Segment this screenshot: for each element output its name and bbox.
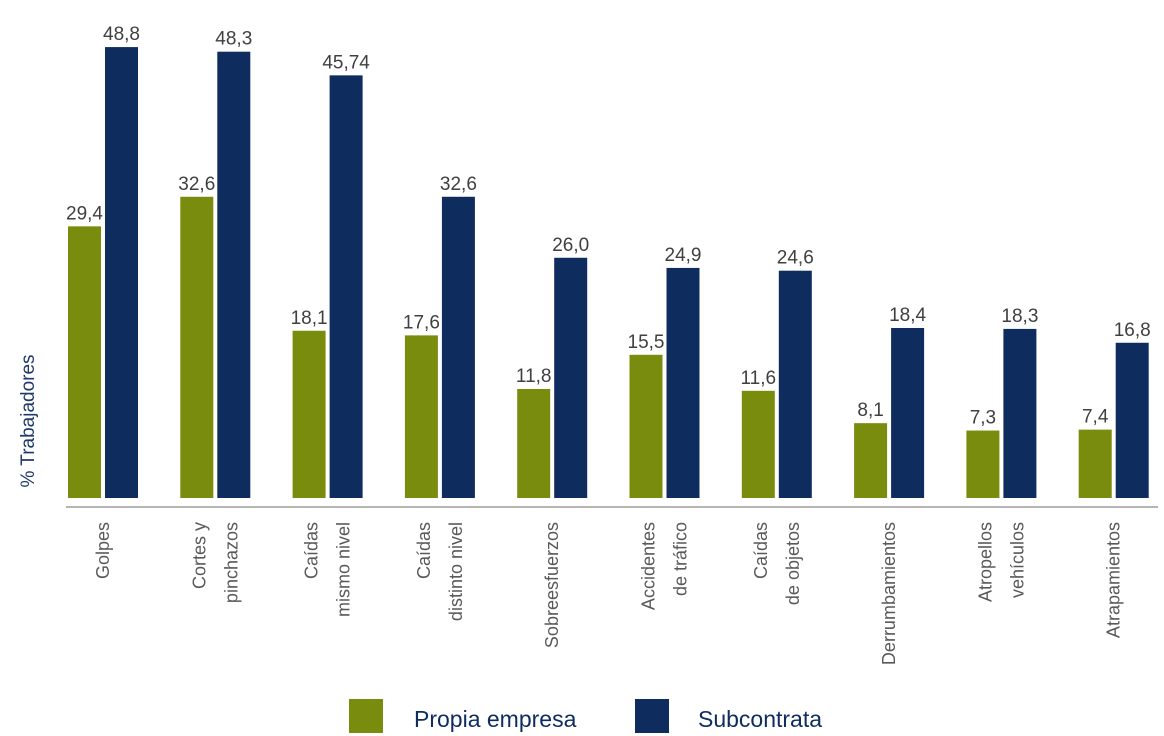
bar-propia-empresa [68,226,101,498]
category-label-line: Atrapamientos [1104,522,1124,638]
category-label-line: Sobreesfuerzos [542,522,562,648]
data-label: 45,74 [322,52,370,73]
bar-propia-empresa [517,388,551,498]
category-label-line: Golpes [93,522,113,579]
category-label: Caídas mismo nivel [302,522,354,617]
category-label-line: de tráfico [671,522,691,596]
category-label-line: Caídas [414,522,434,579]
bar-subcontrata [329,75,363,498]
bar-subcontrata [891,327,925,498]
category-label-line: pinchazos [221,522,241,603]
category-label: Caídas de objetos [751,522,803,605]
legend-label-propia-empresa: Propia empresa [414,706,577,732]
bar-propia-empresa [292,330,326,498]
data-label: 29,4 [66,203,103,224]
category-label: Atrapamientos [1104,522,1124,638]
category-label: Sobreesfuerzos [542,522,562,648]
legend-swatch-propia-empresa [349,699,383,733]
data-label: 24,9 [665,245,702,266]
data-label: 7,3 [970,408,996,429]
data-label: 18,3 [1001,306,1038,327]
data-label: 11,8 [516,366,552,387]
category-label: Derrumbamientos [879,522,899,665]
bars-group [68,47,1149,498]
data-label: 18,4 [889,305,926,326]
category-label: Cortes y pinchazos [189,522,241,603]
data-label: 24,6 [777,248,814,269]
bar-subcontrata [1115,342,1149,498]
bar-subcontrata [105,47,138,498]
bar-propia-empresa [854,423,888,498]
bar-subcontrata [1003,328,1037,498]
category-label-line: mismo nivel [334,522,354,617]
data-label: 7,4 [1082,407,1109,428]
data-label: 48,3 [215,29,252,50]
category-label-line: Caídas [751,522,771,579]
category-label: Caídas distinto nivel [414,522,466,621]
value-labels-group: 29,4 48,8 32,6 48,3 18,1 45,74 17,6 32,6 11,8 26,… [66,24,1151,428]
bar-subcontrata [666,267,700,498]
category-label-line: Atropellos [975,522,995,602]
data-label: 15,5 [628,332,665,353]
bar-propia-empresa [966,430,1000,498]
bar-propia-empresa [404,335,438,498]
bar-subcontrata [554,257,588,498]
category-label: Golpes [93,522,113,579]
data-label: 32,6 [440,174,477,195]
category-label-line: Derrumbamientos [879,522,899,665]
data-label: 26,0 [552,235,589,256]
category-label-line: vehículos [1007,522,1027,598]
data-label: 18,1 [291,308,328,329]
legend: Propia empresa Subcontrata [349,699,822,733]
category-label-line: Caídas [302,522,322,579]
data-label: 16,8 [1114,320,1151,341]
bar-subcontrata [441,196,475,498]
bar-propia-empresa [1078,429,1112,498]
category-labels-group: Golpes Cortes y pinchazos Caídas mismo nivel… [93,522,1124,665]
bar-propia-empresa [741,390,775,498]
data-label: 8,1 [857,400,883,421]
data-label: 11,6 [741,368,777,389]
data-label: 17,6 [403,312,440,333]
category-label-line: distinto nivel [446,522,466,621]
y-axis-label: % Trabajadores [18,354,39,487]
bar-subcontrata [778,270,812,498]
category-label-line: Accidentes [639,522,659,610]
bar-propia-empresa [629,354,663,498]
legend-swatch-subcontrata [635,699,669,733]
category-label-line: Cortes y [189,522,209,589]
category-label-line: de objetos [783,522,803,605]
legend-label-subcontrata: Subcontrata [698,706,822,732]
data-label: 32,6 [178,174,215,195]
category-label: Atropellos vehículos [975,522,1027,602]
bar-subcontrata [217,51,251,498]
bar-propia-empresa [180,196,214,498]
category-label: Accidentes de tráfico [639,522,691,610]
data-label: 48,8 [103,24,140,45]
